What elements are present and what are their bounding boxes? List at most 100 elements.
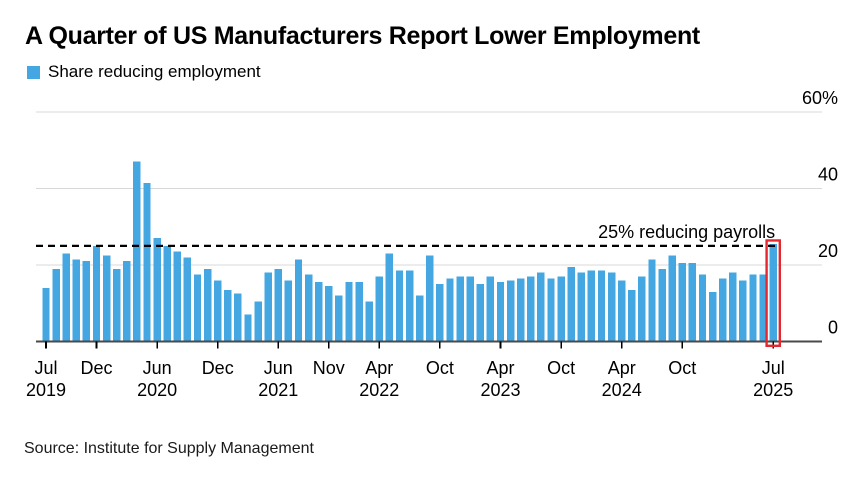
bar-jun-2022 <box>395 270 404 342</box>
bar-apr-2024 <box>618 280 626 342</box>
bar-nov-2022 <box>446 278 454 342</box>
bar-oct-2019 <box>72 259 80 342</box>
bar-sep-2024 <box>668 255 676 342</box>
bar-jan-2022 <box>345 282 353 342</box>
bar-jun-2024 <box>638 276 646 342</box>
bar-oct-2021 <box>315 282 323 342</box>
x-axis-month-label: Jun <box>143 358 172 378</box>
bar-dec-2024 <box>698 274 707 342</box>
x-axis-month-label: Dec <box>202 358 234 378</box>
reference-line-label: 25% reducing payrolls <box>598 222 775 242</box>
x-axis-month-label: Jun <box>264 358 293 378</box>
bar-sep-2020 <box>183 257 192 342</box>
bar-mar-2021 <box>244 314 252 342</box>
bar-may-2021 <box>264 272 272 342</box>
x-axis-month-label: Apr <box>608 358 636 378</box>
bar-jan-2025 <box>708 291 717 342</box>
bar-sep-2019 <box>62 253 70 342</box>
bar-mar-2020 <box>123 261 131 342</box>
legend: Share reducing employment <box>27 62 261 82</box>
bar-aug-2024 <box>658 268 666 342</box>
bar-feb-2021 <box>234 293 242 342</box>
bar-apr-2020 <box>133 161 141 342</box>
bar-sep-2023 <box>547 278 555 342</box>
bar-jun-2025 <box>759 274 767 342</box>
bar-nov-2020 <box>203 268 212 342</box>
x-axis-month-label: Oct <box>426 358 454 378</box>
bar-dec-2022 <box>456 276 464 342</box>
bar-may-2022 <box>385 253 394 342</box>
bar-jun-2021 <box>274 268 282 342</box>
bar-aug-2019 <box>52 268 60 342</box>
bar-aug-2021 <box>294 259 303 342</box>
bar-oct-2023 <box>557 276 565 342</box>
x-axis-month-label: Oct <box>547 358 575 378</box>
bar-jul-2024 <box>648 259 656 342</box>
y-axis-label-0: 0 <box>828 318 838 338</box>
bar-may-2025 <box>749 274 757 342</box>
bar-sep-2022 <box>426 255 434 342</box>
bar-mar-2022 <box>365 301 373 342</box>
bar-may-2023 <box>506 280 515 342</box>
bar-nov-2024 <box>688 263 697 342</box>
bar-nov-2023 <box>567 266 575 342</box>
bar-jan-2024 <box>587 270 596 342</box>
x-axis-year-label: 2024 <box>602 380 642 400</box>
bar-aug-2020 <box>173 251 181 342</box>
x-axis-year-label: 2021 <box>258 380 298 400</box>
bar-feb-2025 <box>719 278 727 342</box>
chart-title: A Quarter of US Manufacturers Report Low… <box>25 22 700 50</box>
bar-sep-2021 <box>304 274 313 342</box>
source-note: Source: Institute for Supply Management <box>24 440 314 457</box>
bar-jul-2021 <box>284 280 293 342</box>
bar-dec-2023 <box>577 272 585 342</box>
bar-apr-2025 <box>739 280 747 342</box>
bar-apr-2022 <box>375 276 383 342</box>
x-axis-year-label: 2023 <box>480 380 520 400</box>
bar-mar-2025 <box>729 272 737 342</box>
x-axis-month-label: Nov <box>313 358 345 378</box>
x-axis-year-label: 2025 <box>753 380 793 400</box>
highlight-box-jul-2025 <box>765 239 781 347</box>
bar-oct-2024 <box>678 263 686 342</box>
bar-jun-2023 <box>517 278 525 342</box>
bar-apr-2023 <box>496 282 505 342</box>
x-axis-year-label: 2022 <box>359 380 399 400</box>
bar-feb-2023 <box>476 284 484 342</box>
y-axis-label-40: 40 <box>818 165 838 185</box>
bar-feb-2024 <box>597 270 606 342</box>
bar-jul-2022 <box>405 270 414 342</box>
bar-jan-2023 <box>466 276 474 342</box>
bar-jul-2019 <box>42 287 50 342</box>
bar-mar-2024 <box>607 272 616 342</box>
y-axis-label-20: 20 <box>818 241 838 261</box>
bar-jul-2023 <box>527 276 535 342</box>
x-axis-month-label: Apr <box>365 358 393 378</box>
x-axis-month-label: Apr <box>486 358 514 378</box>
bar-may-2020 <box>143 182 151 342</box>
x-axis-month-label: Jul <box>762 358 785 378</box>
bar-may-2024 <box>628 289 636 342</box>
bar-aug-2022 <box>416 295 424 342</box>
bar-nov-2021 <box>325 286 333 342</box>
bar-jul-2025 <box>769 243 777 342</box>
bar-mar-2023 <box>486 276 495 342</box>
bar-oct-2022 <box>436 284 444 342</box>
x-axis-month-label: Dec <box>80 358 112 378</box>
bar-jan-2021 <box>224 289 232 342</box>
bar-apr-2021 <box>254 301 262 342</box>
x-axis-year-label: 2019 <box>26 380 66 400</box>
bar-jan-2020 <box>102 255 111 342</box>
bar-feb-2020 <box>113 268 121 342</box>
bar-feb-2022 <box>355 282 363 342</box>
y-axis-label-60: 60% <box>802 88 838 108</box>
x-axis-month-label: Jul <box>34 358 57 378</box>
bar-dec-2020 <box>214 280 222 342</box>
bar-dec-2021 <box>335 295 343 342</box>
bar-dec-2019 <box>92 245 101 342</box>
x-axis-month-label: Oct <box>668 358 696 378</box>
x-axis-year-label: 2020 <box>137 380 177 400</box>
bar-jun-2020 <box>153 238 161 342</box>
